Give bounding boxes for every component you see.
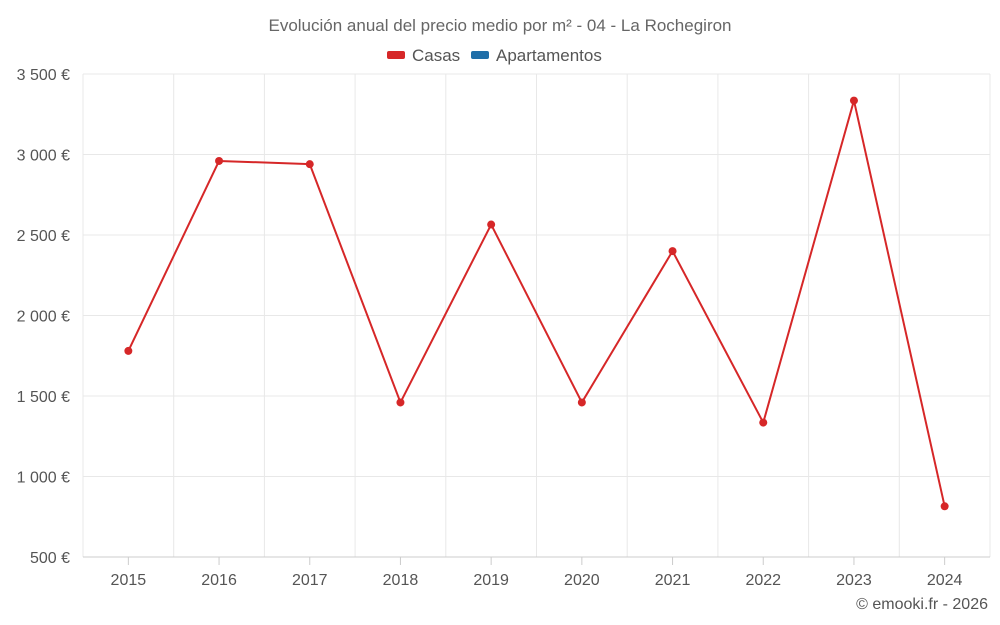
legend-item-apartamentos[interactable]: Apartamentos xyxy=(471,46,602,65)
data-point-2021[interactable] xyxy=(668,247,677,256)
x-tick-label: 2021 xyxy=(655,572,691,589)
x-tick-label: 2016 xyxy=(201,572,237,589)
y-tick-label: 2 000 € xyxy=(17,309,70,326)
x-tick-label: 2017 xyxy=(292,572,328,589)
series-line-casas xyxy=(127,99,946,507)
x-tick-label: 2015 xyxy=(111,572,147,589)
data-point-2018[interactable] xyxy=(396,398,405,407)
x-tick-label: 2018 xyxy=(383,572,419,589)
y-tick-label: 3 000 € xyxy=(17,148,70,165)
y-axis-ticks: 500 € 1 000 € 1 500 € 2 000 € 2 500 € 3 000 €… xyxy=(17,67,70,567)
data-point-2015[interactable] xyxy=(124,346,133,355)
legend-item-casas[interactable]: Casas xyxy=(387,46,460,65)
chart-title: Evolución anual del precio medio por m² … xyxy=(268,16,731,35)
series-casas xyxy=(124,96,949,511)
y-tick-label: 3 500 € xyxy=(17,67,70,84)
credit-text: © emooki.fr - 2026 xyxy=(856,596,988,613)
y-tick-label: 2 500 € xyxy=(17,228,70,245)
data-point-2017[interactable] xyxy=(305,160,314,169)
x-tick-label: 2019 xyxy=(473,572,509,589)
legend-label-casas: Casas xyxy=(412,46,460,65)
grid xyxy=(82,73,991,557)
x-axis-ticks: 2015 2016 2017 2018 2019 2020 2021 2022 2023 2024 xyxy=(111,557,963,589)
legend[interactable]: Casas Apartamentos xyxy=(387,46,602,65)
x-tick-label: 2020 xyxy=(564,572,600,589)
y-tick-label: 1 500 € xyxy=(17,389,70,406)
y-tick-label: 1 000 € xyxy=(17,470,70,487)
data-point-2022[interactable] xyxy=(759,418,768,427)
legend-label-apartamentos: Apartamentos xyxy=(496,46,602,65)
data-point-2016[interactable] xyxy=(215,156,224,165)
x-tick-label: 2023 xyxy=(836,572,872,589)
y-tick-label: 500 € xyxy=(30,550,70,567)
x-tick-label: 2024 xyxy=(927,572,963,589)
x-tick-label: 2022 xyxy=(745,572,781,589)
data-point-2019[interactable] xyxy=(487,220,496,229)
data-point-2020[interactable] xyxy=(577,398,586,407)
data-point-2023[interactable] xyxy=(849,96,858,105)
data-point-2024[interactable] xyxy=(940,502,949,511)
legend-swatch-casas xyxy=(387,51,405,59)
legend-swatch-apartamentos xyxy=(471,51,489,59)
